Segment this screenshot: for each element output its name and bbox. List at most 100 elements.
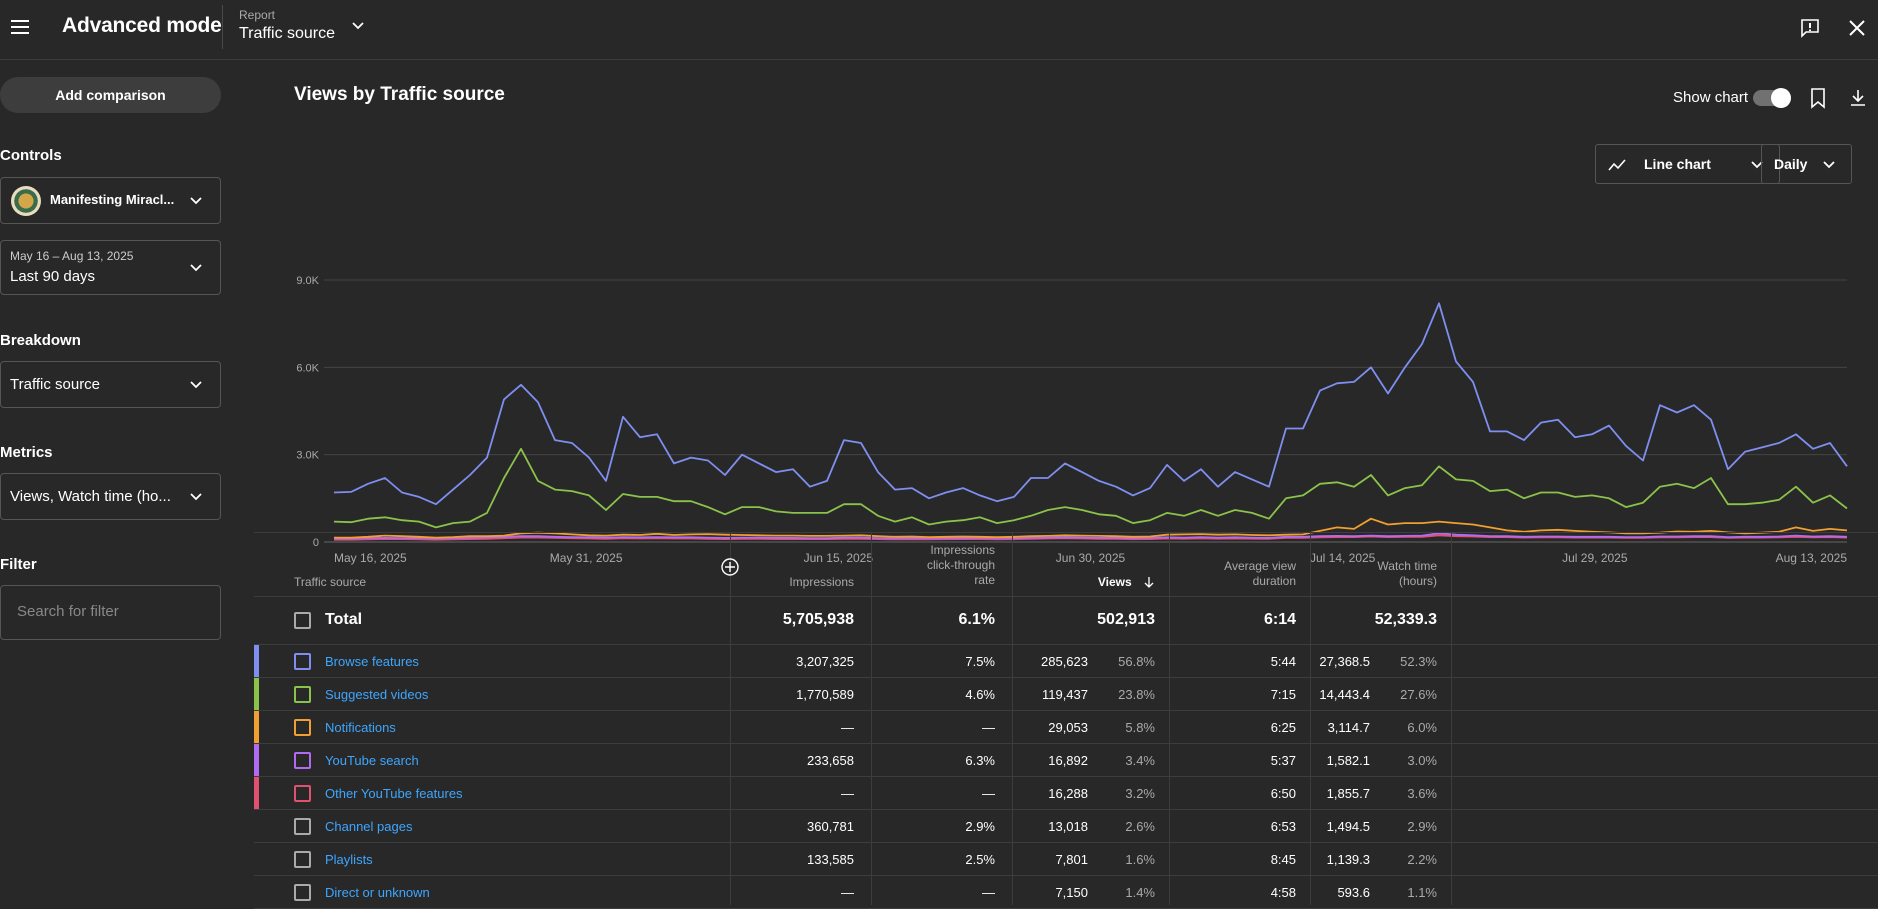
- chevron-down-icon: [1751, 161, 1763, 169]
- column-divider: [871, 533, 872, 905]
- sidebar: Add comparison Controls Manifesting Mira…: [0, 60, 230, 904]
- table-row: YouTube search 233,658 6.3% 16,892 3.4% 5:37 1…: [254, 744, 1878, 777]
- x-tick-label: May 31, 2025: [550, 551, 623, 565]
- views-percent: 3.2%: [1125, 786, 1155, 801]
- watch-time-percent: 52.3%: [1400, 654, 1437, 669]
- date-range-selector[interactable]: May 16 – Aug 13, 2025 Last 90 days: [0, 240, 221, 295]
- views-value: 285,623: [1041, 654, 1088, 669]
- avd-value: 4:58: [1270, 885, 1296, 900]
- table-row: Notifications — — 29,053 5.8% 6:25 3,114.7 6.0%: [254, 711, 1878, 744]
- avd-value: 5:44: [1270, 654, 1296, 669]
- header-impressions[interactable]: Impressions: [789, 575, 854, 589]
- series-line-browse-features[interactable]: [333, 302, 1848, 506]
- chevron-down-icon: [190, 380, 202, 388]
- row-checkbox[interactable]: [294, 851, 311, 868]
- close-icon[interactable]: [1847, 18, 1867, 38]
- breakdown-selector[interactable]: Traffic source: [0, 361, 221, 408]
- header-views[interactable]: Views: [1098, 575, 1155, 590]
- traffic-source-link[interactable]: Other YouTube features: [325, 786, 463, 801]
- traffic-source-link[interactable]: YouTube search: [325, 753, 419, 768]
- filter-search-input[interactable]: Search for filter: [0, 585, 221, 640]
- traffic-source-link[interactable]: Direct or unknown: [325, 885, 430, 900]
- sort-arrow-down-icon: [1144, 577, 1154, 588]
- row-checkbox[interactable]: [294, 686, 311, 703]
- series-line-youtube-search[interactable]: [334, 532, 1848, 540]
- chevron-down-icon: [190, 263, 202, 271]
- row-checkbox[interactable]: [294, 818, 311, 835]
- impressions-value: 1,770,589: [796, 687, 854, 702]
- feedback-icon[interactable]: [1800, 18, 1820, 38]
- series-line-notifications[interactable]: [334, 517, 1848, 539]
- report-selector[interactable]: Traffic source: [239, 25, 336, 42]
- header-divider: [254, 596, 1878, 597]
- views-value: 29,053: [1048, 720, 1088, 735]
- header-ctr[interactable]: Impressions click-through rate: [927, 543, 995, 588]
- total-checkbox[interactable]: [294, 612, 311, 629]
- y-tick-label: 9.0K: [296, 275, 319, 287]
- add-comparison-button[interactable]: Add comparison: [0, 77, 221, 113]
- views-percent: 56.8%: [1118, 654, 1155, 669]
- row-checkbox[interactable]: [294, 719, 311, 736]
- ctr-value: —: [982, 720, 995, 735]
- watch-time-value: 1,139.3: [1326, 852, 1370, 867]
- series-color-bar: [254, 645, 259, 677]
- watch-time-value: 14,443.4: [1319, 687, 1370, 702]
- traffic-source-link[interactable]: Playlists: [325, 852, 373, 867]
- header-avg-view-duration[interactable]: Average view duration: [1224, 559, 1296, 589]
- avd-value: 6:50: [1270, 786, 1296, 801]
- traffic-source-link[interactable]: Suggested videos: [325, 687, 429, 702]
- menu-icon[interactable]: [10, 17, 30, 37]
- header-wt-line2: (hours): [1398, 574, 1437, 588]
- column-divider: [1310, 533, 1311, 905]
- header-traffic-source[interactable]: Traffic source: [294, 575, 367, 589]
- channel-selector[interactable]: Manifesting Miracl...: [0, 177, 221, 224]
- metrics-label: Metrics: [0, 444, 53, 461]
- x-tick-label: Jul 14, 2025: [1310, 551, 1376, 565]
- x-tick-label: Jun 15, 2025: [804, 551, 874, 565]
- traffic-source-table: Traffic source Impressions Impressions c…: [254, 532, 1878, 909]
- watch-time-percent: 3.6%: [1407, 786, 1437, 801]
- add-column-icon[interactable]: [720, 557, 740, 577]
- row-checkbox[interactable]: [294, 653, 311, 670]
- chart-type-selector[interactable]: Line chart: [1595, 144, 1780, 184]
- avd-value: 7:15: [1270, 687, 1296, 702]
- views-value: 7,150: [1055, 885, 1088, 900]
- total-ctr: 6.1%: [958, 611, 995, 628]
- views-line-chart[interactable]: 0 3.0K 6.0K 9.0K May 16, 2025 May 31, 2025 Jun…: [254, 200, 1878, 585]
- chevron-down-icon[interactable]: [350, 18, 366, 34]
- period-selector[interactable]: Daily: [1761, 144, 1852, 184]
- watch-time-percent: 6.0%: [1407, 720, 1437, 735]
- traffic-source-link[interactable]: Channel pages: [325, 819, 413, 834]
- traffic-source-link[interactable]: Browse features: [325, 654, 419, 669]
- header-watch-time[interactable]: Watch time (hours): [1377, 559, 1437, 589]
- metrics-selector[interactable]: Views, Watch time (ho...: [0, 473, 221, 520]
- show-chart-toggle[interactable]: [1753, 88, 1791, 108]
- x-tick-label: Aug 13, 2025: [1776, 551, 1848, 565]
- avd-value: 6:53: [1270, 819, 1296, 834]
- total-views: 502,913: [1097, 611, 1155, 628]
- table-row: Suggested videos 1,770,589 4.6% 119,437 23.8…: [254, 678, 1878, 711]
- watch-time-value: 1,494.5: [1326, 819, 1370, 834]
- filter-label: Filter: [0, 556, 37, 573]
- line-chart-icon: [1608, 159, 1626, 171]
- watch-time-percent: 2.2%: [1407, 852, 1437, 867]
- breakdown-label: Breakdown: [0, 332, 81, 349]
- x-tick-label: May 16, 2025: [334, 551, 407, 565]
- x-tick-label: Jun 30, 2025: [1056, 551, 1126, 565]
- avatar: [11, 186, 41, 216]
- column-divider: [1012, 533, 1013, 905]
- avd-value: 8:45: [1270, 852, 1296, 867]
- watch-time-value: 1,582.1: [1326, 753, 1370, 768]
- row-checkbox[interactable]: [294, 752, 311, 769]
- impressions-value: 133,585: [807, 852, 854, 867]
- series-line-suggested-videos[interactable]: [333, 447, 1848, 529]
- filter-placeholder: Search for filter: [17, 603, 119, 620]
- date-range-dates: May 16 – Aug 13, 2025: [10, 249, 134, 263]
- show-chart-label: Show chart: [1673, 89, 1749, 106]
- bookmark-icon[interactable]: [1808, 87, 1828, 109]
- download-icon[interactable]: [1848, 88, 1868, 108]
- toggle-knob: [1771, 88, 1791, 108]
- traffic-source-link[interactable]: Notifications: [325, 720, 396, 735]
- row-checkbox[interactable]: [294, 785, 311, 802]
- row-checkbox[interactable]: [294, 884, 311, 901]
